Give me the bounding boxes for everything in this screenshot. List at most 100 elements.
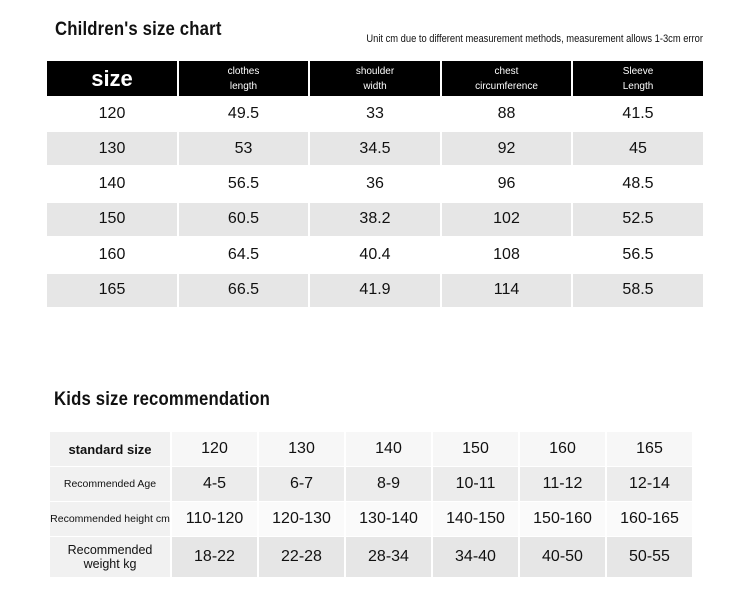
header-cell: Sleeve Length (573, 61, 703, 96)
table-cell: 160-165 (607, 502, 692, 536)
table-cell: 160 (47, 238, 177, 272)
row-label: Recommended Age (50, 467, 170, 501)
cell-text: 120 (201, 440, 228, 457)
cell-text: 130 (98, 139, 126, 157)
cell-text: circumference (475, 80, 538, 92)
table-cell: 36 (310, 167, 440, 201)
table-cell: 34.5 (310, 132, 440, 166)
cell-text: 56.5 (622, 245, 654, 263)
cell-text: 160-165 (620, 510, 679, 527)
cell-text: 28-34 (368, 548, 409, 565)
table-cell: 48.5 (573, 167, 703, 201)
cell-text: 40-50 (542, 548, 583, 565)
cell-text: 48.5 (622, 175, 654, 193)
cell-text: 120 (98, 104, 126, 122)
table-cell: 18-22 (172, 537, 257, 577)
table-cell: 140-150 (433, 502, 518, 536)
cell-text: 88 (497, 104, 516, 122)
cell-text: length (229, 80, 258, 92)
table-cell: 41.9 (310, 273, 440, 307)
cell-text: chest (494, 65, 519, 77)
table-cell: 49.5 (179, 97, 308, 130)
table-cell: 34-40 (433, 537, 518, 577)
table-cell: 6-7 (259, 467, 344, 501)
cell-text: 165 (636, 440, 663, 457)
header-cell: chest circumference (442, 61, 571, 96)
cell-text: 34-40 (455, 548, 496, 565)
table-cell: 110-120 (172, 502, 257, 536)
table-cell: 40-50 (520, 537, 605, 577)
cell-text: 22-28 (281, 548, 322, 565)
cell-text: 56.5 (227, 175, 260, 193)
table-cell: 92 (442, 132, 571, 166)
table-cell: 64.5 (179, 238, 308, 272)
cell-text: 40.4 (359, 245, 391, 263)
table-cell: 28-34 (346, 537, 431, 577)
table-cell: 96 (442, 167, 571, 201)
table-cell: 130 (259, 432, 344, 466)
table-cell: 33 (310, 97, 440, 130)
row-label: standard size (50, 432, 170, 466)
cell-text: Sleeve (622, 65, 654, 77)
table-cell: 12-14 (607, 467, 692, 501)
table-cell: 38.2 (310, 202, 440, 236)
table-cell: 150 (433, 432, 518, 466)
cell-text: 10-11 (455, 475, 496, 492)
table-cell: 56.5 (573, 238, 703, 272)
cell-text: 140 (375, 440, 402, 457)
cell-text: 45 (629, 139, 647, 157)
table-cell: 120 (172, 432, 257, 466)
table-cell: 10-11 (433, 467, 518, 501)
cell-text: 18-22 (194, 548, 235, 565)
cell-text: 41.5 (622, 104, 654, 122)
table-cell: 22-28 (259, 537, 344, 577)
table-cell: 58.5 (573, 273, 703, 307)
cell-text: 140 (98, 175, 126, 193)
table-cell: 165 (47, 273, 177, 307)
table-cell: 66.5 (179, 273, 308, 307)
cell-text: 8-9 (376, 475, 401, 492)
table-cell: 165 (607, 432, 692, 466)
table-cell: 114 (442, 273, 571, 307)
row-label: Recommended weight kg (50, 537, 170, 577)
cell-text: 50-55 (629, 548, 670, 565)
table-cell: 120 (47, 97, 177, 130)
table-cell: 130 (47, 132, 177, 166)
cell-text: 52.5 (622, 210, 654, 228)
cell-text: 33 (366, 104, 384, 122)
cell-text: 120-130 (272, 510, 331, 527)
section-title: Kids size recommendation (54, 389, 271, 410)
cell-text: 150 (98, 210, 126, 228)
table-cell: 160 (520, 432, 605, 466)
table-cell: 45 (573, 132, 703, 166)
table-cell: 52.5 (573, 202, 703, 236)
header-cell: shoulder width (310, 61, 440, 96)
table-cell: 40.4 (310, 238, 440, 272)
cell-text: 130 (288, 440, 315, 457)
cell-text: 6-7 (289, 475, 314, 492)
cell-text: 140-150 (446, 510, 505, 527)
cell-text: weight kg (83, 557, 137, 571)
cell-text: 165 (98, 281, 126, 298)
table-cell: 140 (346, 432, 431, 466)
cell-text: 92 (497, 139, 516, 157)
cell-text: 41.9 (359, 281, 391, 298)
cell-text: 160 (549, 440, 576, 457)
header-cell: clothes length (179, 61, 308, 96)
table-cell: 53 (179, 132, 308, 166)
cell-text: 12-14 (629, 475, 670, 492)
cell-text: 64.5 (227, 245, 260, 263)
cell-text: Length (622, 80, 654, 92)
table-cell: 150-160 (520, 502, 605, 536)
table-cell: 50-55 (607, 537, 692, 577)
cell-text: 38.2 (359, 210, 391, 228)
cell-text: 66.5 (227, 281, 260, 298)
cell-text: 150-160 (533, 510, 592, 527)
cell-text: 34.5 (359, 139, 391, 157)
cell-text: standard size (68, 441, 152, 457)
row-label: Recommended height cm (50, 502, 170, 536)
cell-text: 36 (366, 175, 384, 193)
cell-text: width (363, 80, 387, 92)
table-cell: 56.5 (179, 167, 308, 201)
cell-text: 102 (493, 210, 520, 228)
